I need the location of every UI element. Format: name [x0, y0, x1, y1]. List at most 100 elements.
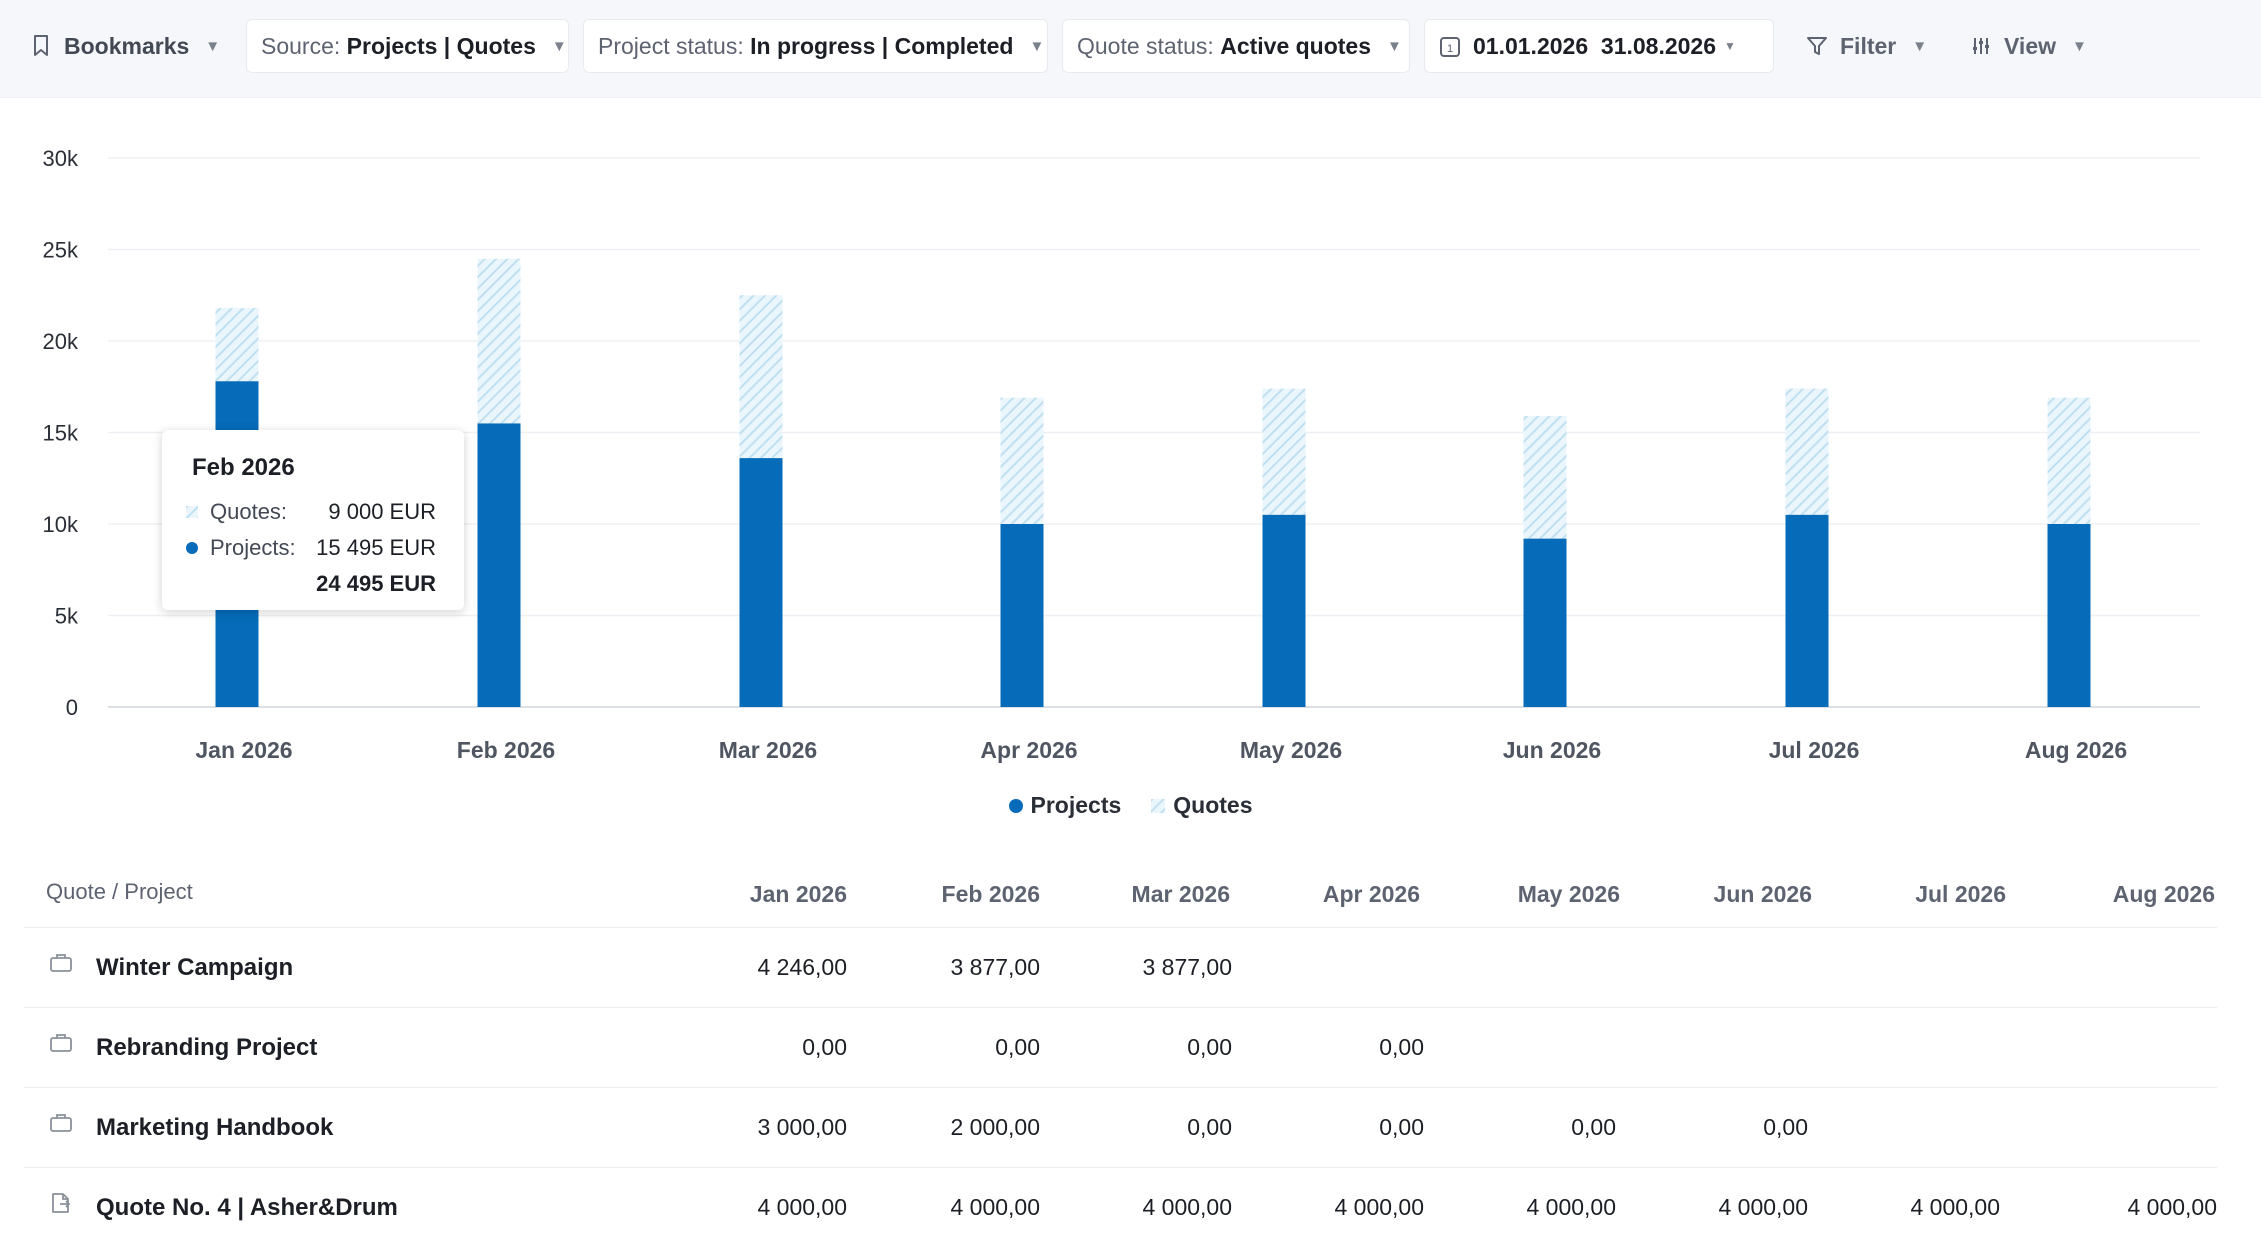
project-status-label: Project status:	[598, 32, 744, 59]
column-header-quote-project[interactable]: Quote / Project	[46, 879, 193, 904]
row-name[interactable]: Rebranding Project	[96, 1034, 318, 1061]
table-cell: 4 000,00	[2127, 1194, 2217, 1220]
table-row[interactable]: Winter Campaign 4 246,00 3 877,00 3 877,…	[24, 928, 2217, 1008]
row-name[interactable]: Quote No. 4 | Asher&Drum	[96, 1194, 398, 1221]
caret-down-icon: ▼	[2072, 37, 2087, 55]
y-tick-label: 20k	[43, 329, 79, 354]
table-cell: 0,00	[1187, 1034, 1232, 1060]
column-header[interactable]: Jun 2026	[1713, 881, 1812, 907]
column-header[interactable]: Jul 2026	[1915, 881, 2006, 907]
legend-item-projects[interactable]: Projects	[1008, 792, 1122, 819]
column-header[interactable]: Feb 2026	[941, 881, 1040, 907]
x-tick-label: Aug 2026	[2025, 737, 2127, 763]
x-tick-label: Jun 2026	[1503, 737, 1601, 763]
caret-down-icon: ▼	[1387, 37, 1402, 55]
table-row[interactable]: Marketing Handbook 3 000,00 2 000,00 0,0…	[24, 1088, 2217, 1168]
table-cell: 0,00	[1571, 1114, 1616, 1140]
row-name[interactable]: Marketing Handbook	[96, 1114, 334, 1141]
svg-text:1: 1	[1447, 43, 1453, 55]
bar-quotes[interactable]	[2047, 397, 2091, 524]
date-from[interactable]: 01.01.2026	[1473, 32, 1589, 59]
date-to[interactable]: 31.08.2026	[1600, 32, 1717, 59]
tooltip-title: Feb 2026	[192, 454, 295, 481]
x-tick-label: Jan 2026	[195, 737, 292, 763]
source-value: Projects | Quotes	[346, 32, 536, 59]
filter-dropdown[interactable]: Filter ▼	[1806, 19, 1927, 73]
bar-quotes[interactable]	[477, 258, 521, 424]
quote-document-icon	[52, 1193, 71, 1213]
forecast-table: Quote / Project Jan 2026 Feb 2026 Mar 20…	[24, 865, 2217, 1247]
table-cell: 0,00	[995, 1034, 1040, 1060]
quote-status-dropdown[interactable]: Quote status: Active quotes ▼	[1062, 19, 1410, 73]
bar-projects[interactable]	[1262, 514, 1306, 707]
bar-projects[interactable]	[1000, 524, 1044, 707]
table-cell: 0,00	[1379, 1034, 1424, 1060]
caret-down-icon: ▼	[551, 37, 567, 55]
project-status-dropdown[interactable]: Project status: In progress | Completed …	[583, 19, 1048, 73]
table-cell: 4 000,00	[757, 1194, 847, 1220]
bar-projects[interactable]	[1523, 538, 1567, 707]
tooltip-quotes-label: Quotes:	[210, 499, 288, 524]
y-tick-label: 25k	[43, 238, 79, 263]
view-dropdown[interactable]: View ▼	[1970, 19, 2087, 73]
tooltip-projects-row: Projects: 15 495 EUR	[186, 530, 436, 566]
bar-quotes[interactable]	[1785, 388, 1829, 515]
table-cell: 3 877,00	[1142, 954, 1232, 980]
table-cell: 3 877,00	[950, 954, 1040, 980]
calendar-icon: 1	[1440, 37, 1460, 57]
bookmarks-dropdown[interactable]: Bookmarks ▼	[30, 19, 220, 73]
table-cell: 0,00	[1187, 1114, 1232, 1140]
quote-status-value: Active quotes	[1220, 32, 1372, 59]
column-header[interactable]: Apr 2026	[1322, 881, 1420, 907]
table-header: Quote / Project Jan 2026 Feb 2026 Mar 20…	[24, 865, 2217, 928]
tooltip-quotes-row: Quotes: 9 000 EUR	[186, 494, 436, 530]
source-dropdown[interactable]: Source: Projects | Quotes ▼	[246, 19, 569, 73]
toolbar: Bookmarks ▼ Source: Projects | Quotes ▼ …	[0, 0, 2261, 98]
legend-item-quotes[interactable]: Quotes	[1151, 792, 1253, 819]
table-cell: 0,00	[802, 1034, 847, 1060]
bar-projects[interactable]	[1785, 514, 1829, 707]
projects-dot-icon	[186, 542, 198, 554]
table-cell: 4 000,00	[1334, 1194, 1424, 1220]
table-row[interactable]: Quote No. 4 | Asher&Drum 4 000,00 4 000,…	[24, 1168, 2217, 1247]
column-header[interactable]: Mar 2026	[1131, 881, 1230, 907]
bar-quotes[interactable]	[1000, 397, 1044, 524]
date-range-picker[interactable]: 1 01.01.2026 31.08.2026 ▼	[1424, 19, 1774, 73]
table-cell: 4 000,00	[1910, 1194, 2000, 1220]
source-label: Source:	[261, 32, 341, 59]
legend-projects-label: Projects	[1030, 792, 1122, 818]
bar-quotes[interactable]	[215, 308, 259, 382]
chart-legend: Projects Quotes	[0, 792, 2261, 819]
caret-down-icon: ▼	[1724, 39, 1736, 53]
caret-down-icon: ▼	[1912, 37, 1928, 55]
column-header[interactable]: Jan 2026	[749, 881, 847, 907]
bar-quotes[interactable]	[1523, 416, 1567, 539]
view-settings-icon	[1973, 38, 1989, 54]
row-name[interactable]: Winter Campaign	[96, 954, 294, 981]
project-status-value: In progress | Completed	[750, 32, 1014, 59]
column-header[interactable]: Aug 2026	[2112, 881, 2215, 907]
bar-quotes[interactable]	[739, 295, 783, 459]
table-cell: 4 000,00	[950, 1194, 1040, 1220]
y-tick-label: 5k	[55, 604, 79, 629]
bar-projects[interactable]	[739, 458, 783, 707]
bar-projects[interactable]	[477, 423, 521, 707]
bar-quotes[interactable]	[1262, 388, 1306, 515]
quotes-hatch-icon	[186, 506, 198, 518]
table-cell: 4 246,00	[757, 954, 847, 980]
y-tick-label: 0	[66, 695, 78, 720]
table-cell: 0,00	[1379, 1114, 1424, 1140]
filter-label: Filter	[1840, 32, 1897, 59]
bar-projects[interactable]	[2047, 524, 2091, 707]
tooltip-total: 24 495 EUR	[316, 571, 436, 596]
quote-status-label: Quote status:	[1077, 32, 1214, 59]
x-tick-label: May 2026	[1240, 737, 1342, 763]
tooltip-quotes-value: 9 000 EUR	[328, 499, 436, 524]
column-header[interactable]: May 2026	[1517, 881, 1620, 907]
filter-icon	[1807, 37, 1827, 55]
x-tick-label: Apr 2026	[980, 737, 1077, 763]
bookmarks-label: Bookmarks	[64, 32, 190, 59]
view-label: View	[2004, 32, 2056, 59]
table-row[interactable]: Rebranding Project 0,00 0,00 0,00 0,00	[24, 1008, 2217, 1088]
table-cell: 0,00	[1763, 1114, 1808, 1140]
